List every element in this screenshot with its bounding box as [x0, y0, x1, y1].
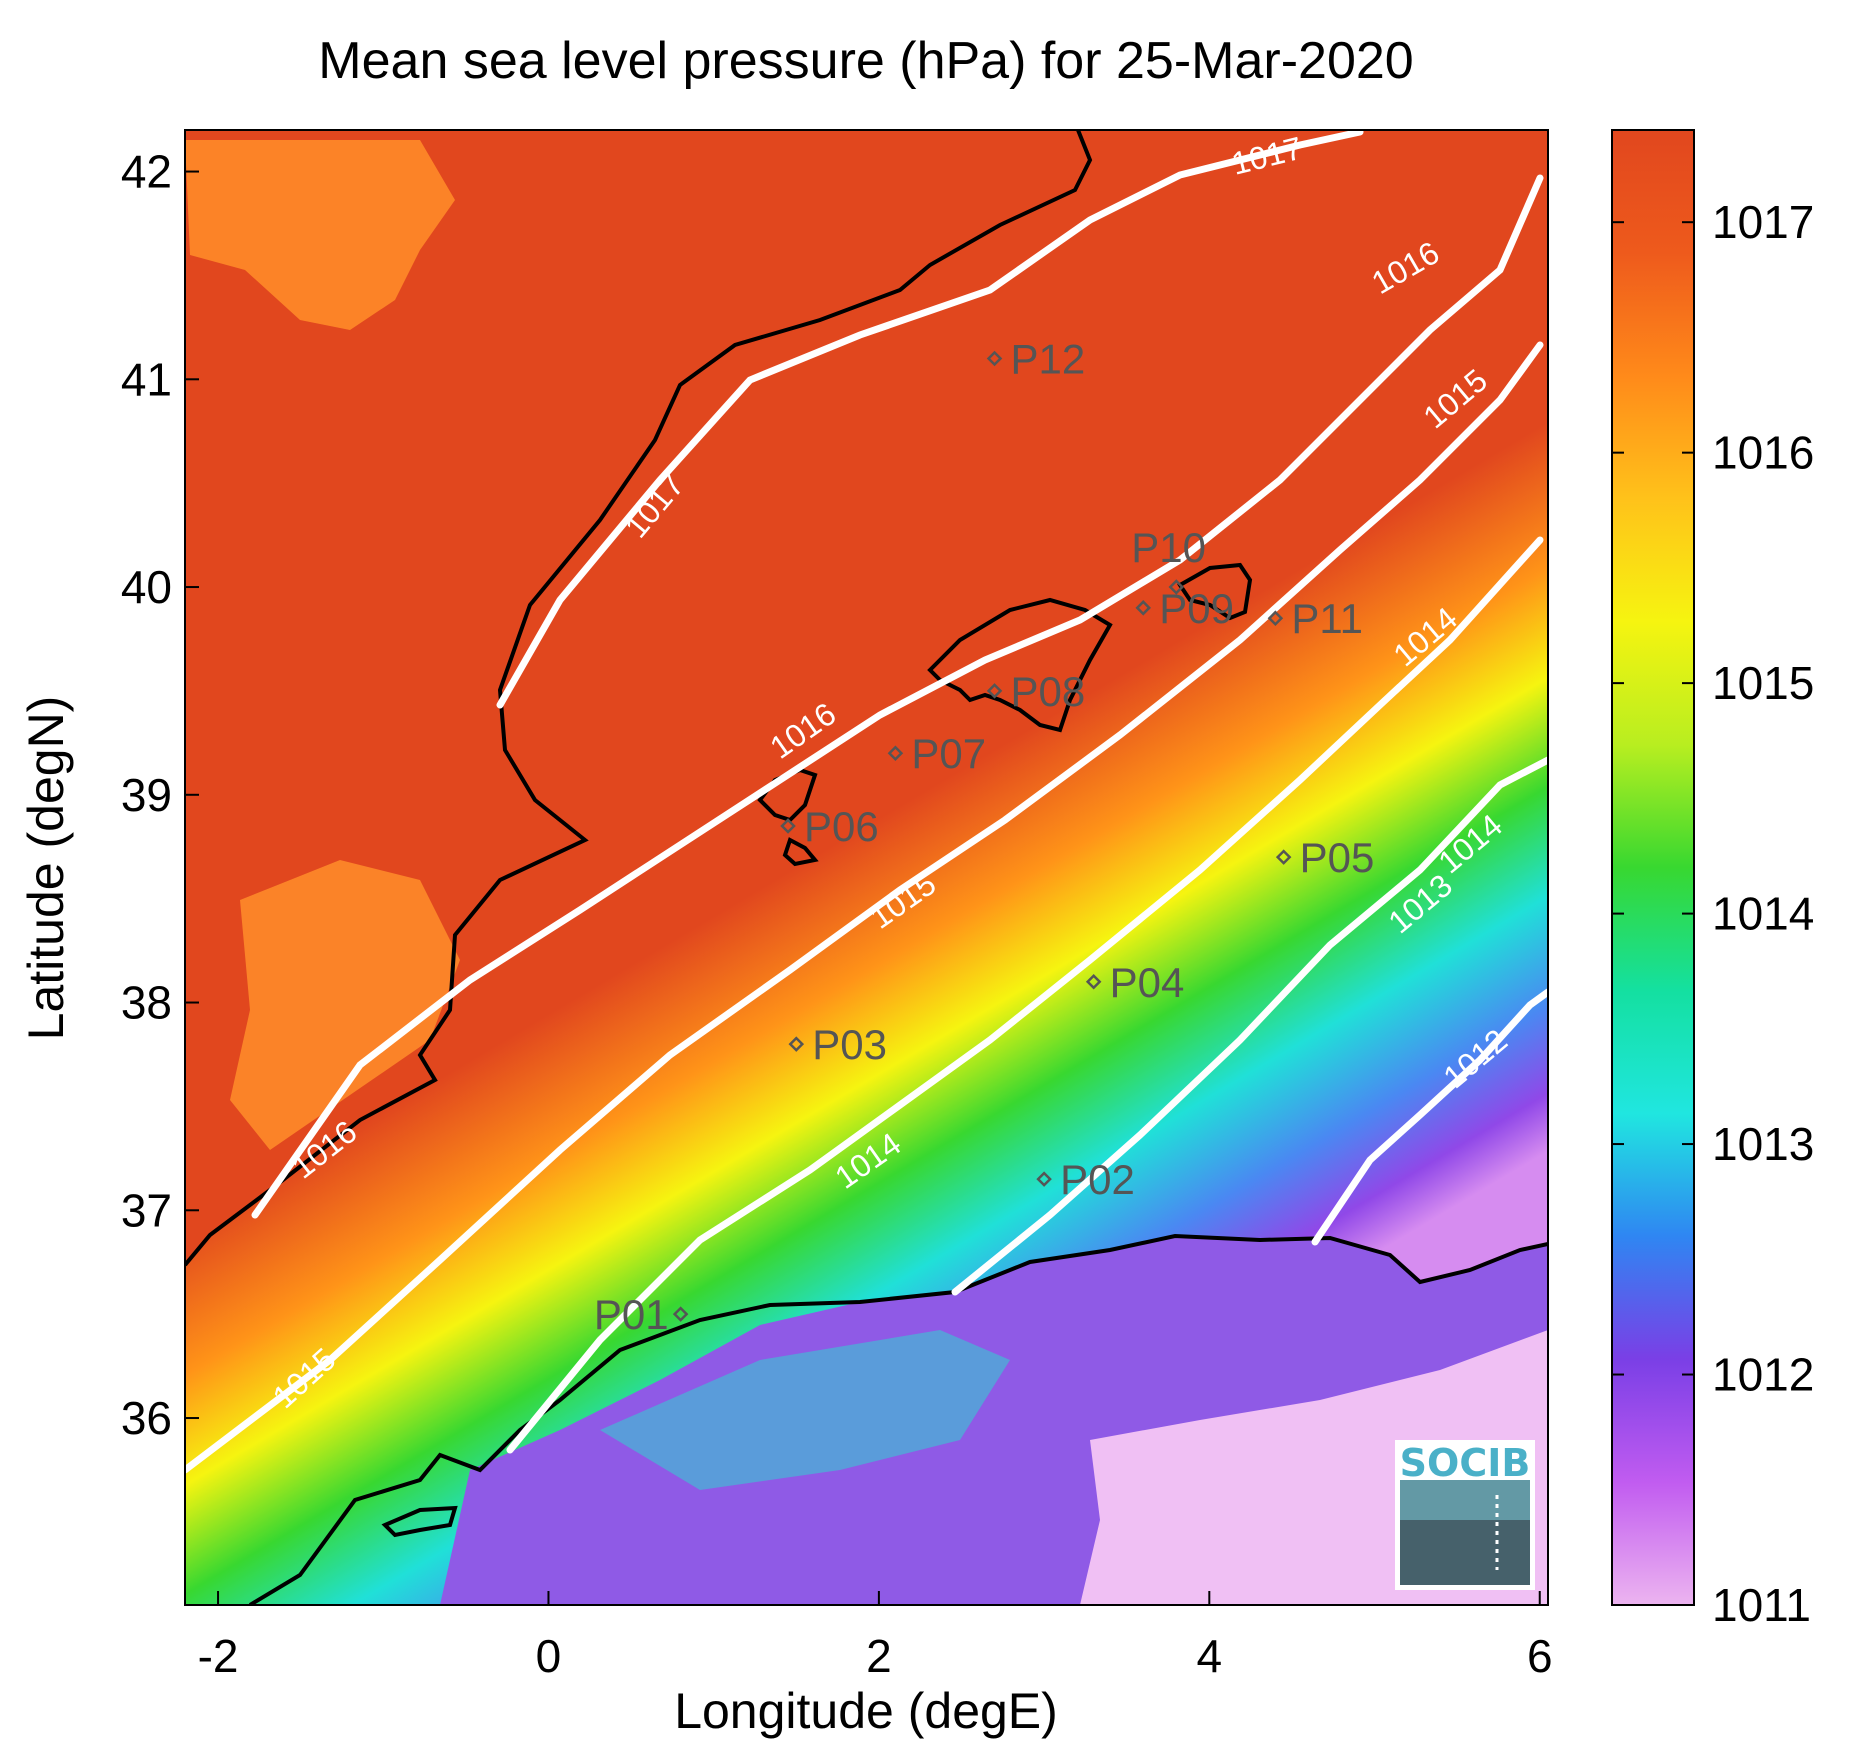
colorbar-tick-label: 1013	[1712, 1118, 1814, 1170]
station-label: P12	[1011, 336, 1086, 383]
y-tick-label: 38	[121, 977, 172, 1029]
x-tick-label: 2	[866, 1630, 892, 1682]
contour-1017	[496, 130, 1364, 709]
colorbar-tick-label: 1012	[1712, 1349, 1814, 1401]
y-tick-label: 37	[121, 1184, 172, 1236]
station-marker	[1168, 579, 1185, 595]
station-marker	[986, 350, 1003, 367]
colorbar-tick-label: 1011	[1712, 1579, 1811, 1631]
y-tick-label: 42	[121, 146, 172, 198]
y-tick-label: 41	[121, 353, 172, 405]
y-axis-label: Latitude (degN)	[18, 696, 74, 1041]
coastline-alboran-island	[381, 1505, 458, 1538]
coastline-africa	[248, 1233, 1548, 1605]
contour-1013	[951, 756, 1548, 1296]
socib-logo: SOCIB	[1395, 1440, 1535, 1590]
x-axis: -2 0 2 4 6	[198, 1591, 1553, 1682]
logo-sky	[1400, 1480, 1530, 1520]
x-tick-label: 6	[1527, 1630, 1553, 1682]
station-points: P01 P02 P03 P04 P05 P06 P07 P08 P09 P10 P11 P12	[594, 336, 1374, 1339]
station-label: P03	[812, 1021, 887, 1068]
y-tick-label: 40	[121, 561, 172, 613]
station-marker	[1036, 1171, 1052, 1187]
x-tick-label: 4	[1197, 1630, 1223, 1682]
station-label: P11	[1291, 595, 1363, 642]
pressure-contours	[185, 130, 1548, 1474]
terrain-highlight-north	[185, 140, 455, 330]
chart-title: Mean sea level pressure (hPa) for 25-Mar…	[318, 32, 1413, 90]
station-label: P02	[1060, 1156, 1135, 1203]
terrain-low-highlight	[600, 1330, 1010, 1490]
contour-1015	[185, 341, 1544, 1474]
station-marker	[1085, 973, 1102, 990]
coastline-menorca	[1177, 562, 1253, 621]
station-label: P05	[1300, 834, 1375, 881]
terrain-highlight-south	[230, 860, 460, 1150]
station-label: P04	[1110, 959, 1185, 1006]
station-marker	[1135, 600, 1151, 616]
station-label: P06	[804, 803, 879, 850]
station-marker	[986, 683, 1003, 699]
x-tick-label: -2	[198, 1630, 239, 1682]
station-label: P01	[594, 1291, 669, 1338]
logo-text: SOCIB	[1400, 1441, 1531, 1485]
colorbar-tick-label: 1016	[1712, 427, 1814, 479]
station-marker	[887, 745, 904, 762]
station-label: P10	[1131, 524, 1206, 571]
colorbar-tick-label: 1014	[1712, 888, 1814, 940]
coastline-formentera	[782, 837, 819, 867]
station-marker	[672, 1306, 689, 1322]
station-label: P09	[1159, 585, 1234, 632]
station-marker	[780, 818, 796, 834]
colorbar-tick-label: 1015	[1712, 657, 1814, 709]
coastlines	[185, 130, 1548, 1605]
colorbar-gradient	[1612, 130, 1694, 1605]
station-label: P08	[1011, 668, 1086, 715]
coastline-mallorca	[927, 597, 1113, 733]
colorbar: 1011 1012 1013 1014 1015 1016 1017	[1611, 129, 1814, 1631]
station-marker	[1275, 849, 1292, 865]
y-tick-label: 36	[121, 1392, 172, 1444]
y-tick-label: 39	[121, 769, 172, 821]
x-axis-label: Longitude (degE)	[674, 1683, 1058, 1739]
contour-1012	[1311, 988, 1548, 1246]
map-plot-area: 1017 1017 1016 1016 1016 1015 1015 1015 …	[185, 130, 1548, 1605]
colorbar-frame	[1611, 129, 1695, 1606]
station-marker	[1267, 610, 1284, 626]
coastline-iberia	[185, 130, 1093, 1267]
y-axis: 36 37 38 39 40 41 42	[121, 146, 199, 1444]
colorbar-ticks: 1011 1012 1013 1014 1015 1016 1017	[1612, 196, 1814, 1631]
map-frame	[184, 129, 1549, 1606]
colorbar-tick-label: 1017	[1712, 196, 1814, 248]
station-label: P07	[911, 730, 986, 777]
station-marker	[788, 1036, 805, 1052]
contour-1014	[506, 536, 1544, 1454]
contour-1016	[251, 174, 1544, 1219]
x-tick-label: 0	[536, 1630, 562, 1682]
